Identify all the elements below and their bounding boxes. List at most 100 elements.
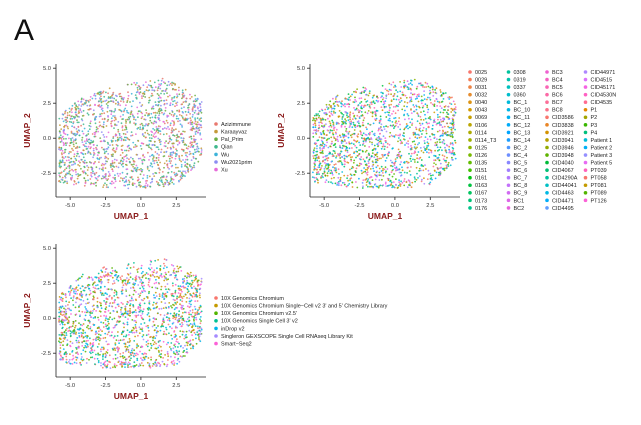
data-point [163,162,166,165]
data-point [381,84,384,87]
data-point [440,134,442,137]
data-point [129,120,132,123]
data-point [330,169,333,172]
data-point [149,185,152,188]
data-point [433,105,436,107]
data-point [371,130,374,133]
data-point [95,166,98,169]
data-point [126,267,128,270]
data-point [98,161,100,164]
legend-key [545,130,549,135]
data-point [437,118,439,121]
data-point [89,289,92,292]
data-point [334,182,337,185]
data-point [78,104,80,106]
data-point [66,182,69,185]
data-point [324,158,327,161]
data-point [134,324,137,326]
data-point [422,126,425,129]
data-point [163,112,166,115]
legend-key [545,123,549,127]
data-point [441,154,444,157]
data-point [148,96,151,99]
data-point [174,353,177,356]
data-point [70,130,73,133]
data-point [314,142,317,145]
data-point [82,149,85,152]
legend-key [545,92,549,97]
data-point [376,137,379,139]
data-point [105,184,108,186]
data-point [153,294,155,296]
data-point [417,100,420,103]
data-point [120,97,123,100]
data-point [376,164,379,167]
data-point [160,140,162,143]
data-point [137,306,140,308]
data-point [104,167,107,170]
data-point [130,365,133,368]
data-point [140,272,143,275]
data-point [58,340,60,343]
data-point [145,182,148,185]
data-point [356,155,359,157]
data-point [120,110,123,112]
data-point [99,124,102,127]
data-point [99,353,101,356]
data-point [185,341,188,344]
data-point [115,147,118,149]
data-point [322,156,325,159]
data-point [132,299,134,302]
data-point [194,312,197,314]
data-point [90,166,93,169]
data-point [437,149,439,152]
data-point [390,93,392,96]
data-point [323,133,326,136]
data-point [58,311,60,314]
data-point [370,176,373,178]
data-point [190,119,192,122]
data-point [127,333,130,336]
data-point [178,130,180,133]
data-point [183,106,185,109]
data-point [137,176,139,179]
data-point [148,139,151,142]
data-point [334,139,337,142]
data-point [432,91,435,93]
data-point [431,127,434,130]
data-point [330,136,333,139]
legend-key [545,168,549,172]
data-point [139,110,141,113]
data-point [109,164,112,167]
data-point [152,304,154,306]
data-point [362,119,365,122]
data-point [190,96,193,98]
data-point [166,92,168,94]
data-point [155,130,158,133]
data-point [61,117,64,120]
data-point [193,164,195,167]
data-point [334,111,337,114]
data-point [394,160,397,163]
data-point [380,142,383,145]
data-point [91,168,93,170]
data-point [172,298,175,301]
data-point [123,312,126,315]
data-point [366,128,368,131]
data-point [125,104,127,107]
data-point [81,324,84,327]
data-point [101,292,104,295]
data-point [89,152,92,154]
data-point [349,153,351,156]
data-point [388,117,391,120]
data-point [375,166,378,169]
data-point [136,343,139,346]
data-point [196,117,199,120]
data-point [454,157,457,160]
data-point [351,133,354,136]
data-point [189,93,191,96]
data-point [73,180,76,182]
data-point [403,114,405,117]
data-point [84,311,86,314]
data-point [340,142,343,145]
